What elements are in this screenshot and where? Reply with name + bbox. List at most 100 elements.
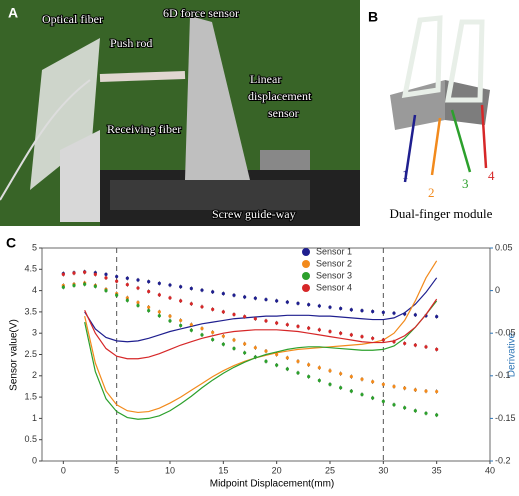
data-point <box>435 315 438 318</box>
data-point <box>360 393 363 396</box>
photo-b <box>390 18 490 182</box>
data-point <box>350 390 353 393</box>
label: sensor <box>268 106 299 120</box>
data-point <box>94 285 97 288</box>
y-axis-label: Sensor value(V) <box>9 319 20 391</box>
legend-marker <box>302 272 310 280</box>
data-point <box>126 283 129 286</box>
legend-label: Sensor 1 <box>316 246 352 256</box>
data-point <box>286 356 289 359</box>
figure: A Optical fiber 6D force sensor Push rod… <box>0 0 519 491</box>
y2-tick-label: -0.2 <box>495 455 511 465</box>
data-point <box>382 383 385 386</box>
panel-letter: A <box>8 5 18 21</box>
data-point <box>222 310 225 313</box>
data-point <box>414 409 417 412</box>
data-point <box>179 285 182 288</box>
y-tick-label: 3.5 <box>24 306 37 316</box>
data-point <box>190 287 193 290</box>
data-point <box>168 283 171 286</box>
data-point <box>62 273 65 276</box>
data-point <box>200 333 203 336</box>
y-tick-label: 0.5 <box>24 434 37 444</box>
data-point <box>371 380 374 383</box>
data-point <box>168 296 171 299</box>
data-point <box>104 273 107 276</box>
data-point <box>403 312 406 315</box>
panel-letter: C <box>6 235 16 251</box>
data-point <box>136 278 139 281</box>
data-point <box>232 313 235 316</box>
x-tick-label: 25 <box>325 465 335 475</box>
x-tick-label: 40 <box>485 465 495 475</box>
data-point <box>126 299 129 302</box>
caption: Dual-finger module <box>390 206 493 221</box>
data-point <box>264 319 267 322</box>
data-point <box>190 302 193 305</box>
photo-a <box>0 0 360 226</box>
data-point <box>179 324 182 327</box>
label: Linear <box>250 72 281 86</box>
label: displacement <box>248 89 312 103</box>
data-point <box>350 308 353 311</box>
y-tick-label: 2.5 <box>24 349 37 359</box>
x-tick-label: 10 <box>165 465 175 475</box>
x-tick-label: 30 <box>378 465 388 475</box>
data-point <box>403 342 406 345</box>
label: Screw guide-way <box>212 207 296 221</box>
data-point <box>286 301 289 304</box>
y-tick-label: 5 <box>32 242 37 252</box>
data-point <box>243 295 246 298</box>
data-point <box>275 364 278 367</box>
data-point <box>424 412 427 415</box>
label: Receiving fiber <box>107 122 181 136</box>
data-point <box>94 273 97 276</box>
data-point <box>264 298 267 301</box>
data-point <box>158 293 161 296</box>
data-point <box>339 386 342 389</box>
data-point <box>435 348 438 351</box>
data-point <box>350 375 353 378</box>
data-point <box>147 306 150 309</box>
data-point <box>232 338 235 341</box>
data-point <box>307 326 310 329</box>
data-point <box>275 353 278 356</box>
data-point <box>328 306 331 309</box>
y2-tick-label: 0 <box>495 285 500 295</box>
data-point <box>371 310 374 313</box>
number: 3 <box>462 176 469 191</box>
y-tick-label: 1.5 <box>24 391 37 401</box>
data-point <box>115 280 118 283</box>
data-point <box>179 299 182 302</box>
data-point <box>115 294 118 297</box>
data-point <box>115 275 118 278</box>
data-point <box>254 355 257 358</box>
data-point <box>72 284 75 287</box>
data-point <box>147 280 150 283</box>
data-point <box>360 309 363 312</box>
data-point <box>360 335 363 338</box>
y-tick-label: 3 <box>32 328 37 338</box>
data-point <box>232 294 235 297</box>
data-point <box>158 310 161 313</box>
data-point <box>328 369 331 372</box>
x-tick-label: 0 <box>61 465 66 475</box>
y-tick-label: 0 <box>32 455 37 465</box>
data-point <box>222 343 225 346</box>
data-point <box>179 319 182 322</box>
data-point <box>168 315 171 318</box>
data-point <box>200 305 203 308</box>
data-point <box>392 403 395 406</box>
data-point <box>190 329 193 332</box>
data-point <box>62 286 65 289</box>
data-point <box>232 347 235 350</box>
y2-tick-label: -0.1 <box>495 370 511 380</box>
data-point <box>414 313 417 316</box>
data-point <box>211 338 214 341</box>
data-point <box>126 277 129 280</box>
data-point <box>414 344 417 347</box>
legend-label: Sensor 4 <box>316 282 352 292</box>
data-point <box>222 335 225 338</box>
data-point <box>371 396 374 399</box>
data-point <box>158 314 161 317</box>
